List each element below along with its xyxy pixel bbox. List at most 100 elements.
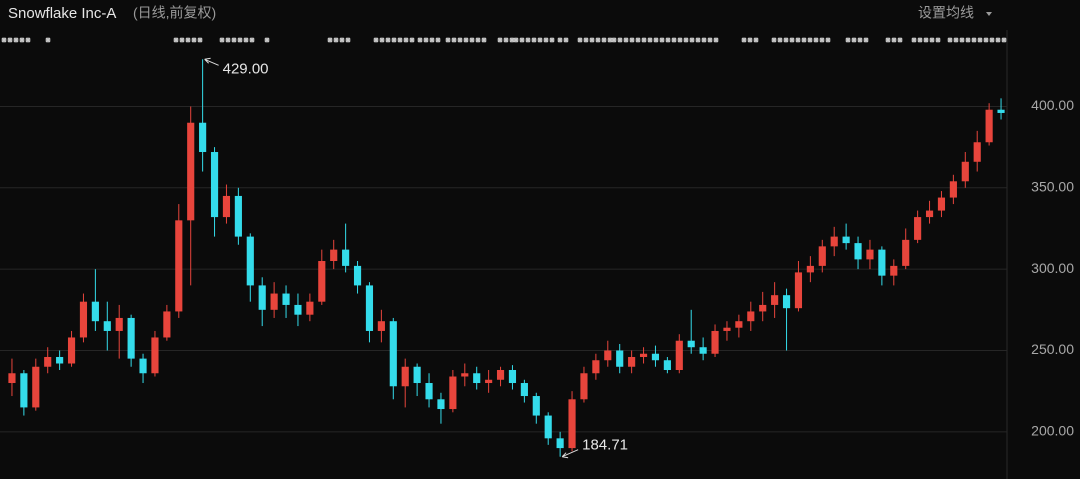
event-markers bbox=[1, 37, 1007, 43]
candle-body bbox=[735, 321, 743, 328]
candle-body bbox=[8, 373, 16, 384]
candle-body bbox=[44, 356, 52, 367]
event-marker bbox=[231, 37, 237, 43]
event-marker bbox=[423, 37, 429, 43]
event-marker bbox=[469, 37, 475, 43]
event-marker bbox=[851, 37, 857, 43]
event-marker bbox=[519, 37, 525, 43]
candle-body bbox=[639, 353, 648, 357]
event-marker bbox=[935, 37, 941, 43]
event-marker bbox=[747, 37, 753, 43]
event-marker bbox=[237, 37, 243, 43]
candle-body bbox=[854, 243, 862, 260]
candle-body bbox=[282, 293, 290, 305]
candle-body bbox=[234, 195, 242, 237]
y-tick-label: 400.00 bbox=[1031, 97, 1074, 113]
event-marker bbox=[525, 37, 531, 43]
candle-body bbox=[199, 122, 207, 153]
event-marker bbox=[339, 37, 345, 43]
event-marker bbox=[819, 37, 825, 43]
event-marker bbox=[713, 37, 719, 43]
candle-body bbox=[830, 236, 838, 247]
candle-body bbox=[353, 265, 362, 286]
event-marker bbox=[771, 37, 777, 43]
event-marker bbox=[857, 37, 863, 43]
event-marker bbox=[929, 37, 935, 43]
candle-body bbox=[401, 366, 409, 387]
candle-body bbox=[210, 152, 219, 218]
dropdown-arrow[interactable] bbox=[986, 12, 992, 16]
candle-body bbox=[914, 217, 922, 240]
candle-body bbox=[925, 210, 934, 218]
event-marker bbox=[617, 37, 623, 43]
candle-body bbox=[151, 337, 159, 374]
candle-body bbox=[699, 347, 707, 354]
event-marker bbox=[801, 37, 807, 43]
event-marker bbox=[475, 37, 481, 43]
candle-body bbox=[663, 360, 671, 371]
event-marker bbox=[885, 37, 891, 43]
event-marker bbox=[264, 37, 270, 43]
candle-body bbox=[389, 321, 397, 387]
event-marker bbox=[595, 37, 601, 43]
high-label: 429.00 bbox=[223, 60, 269, 77]
candle-body bbox=[973, 142, 981, 162]
event-marker bbox=[13, 37, 19, 43]
event-marker bbox=[19, 37, 25, 43]
ma-settings[interactable]: 设置均线 bbox=[918, 5, 974, 21]
candle-body bbox=[246, 236, 254, 286]
candle-body bbox=[759, 304, 767, 312]
candle-body bbox=[544, 415, 552, 439]
event-marker bbox=[503, 37, 509, 43]
event-marker bbox=[481, 37, 487, 43]
event-marker bbox=[543, 37, 549, 43]
candle-body bbox=[675, 340, 683, 371]
event-marker bbox=[707, 37, 713, 43]
candle-body bbox=[270, 293, 278, 310]
event-marker bbox=[959, 37, 965, 43]
event-marker bbox=[1, 37, 7, 43]
candle-body bbox=[508, 370, 517, 384]
candle-body bbox=[747, 311, 755, 322]
candle-body bbox=[91, 301, 99, 322]
event-marker bbox=[179, 37, 185, 43]
event-marker bbox=[795, 37, 801, 43]
candle-body bbox=[878, 249, 886, 276]
candle-body bbox=[437, 399, 445, 410]
candle-body bbox=[902, 239, 910, 266]
event-marker bbox=[537, 37, 543, 43]
candle-body bbox=[628, 356, 636, 367]
event-marker bbox=[435, 37, 441, 43]
event-marker bbox=[783, 37, 789, 43]
candle-body bbox=[330, 249, 338, 262]
event-marker bbox=[813, 37, 819, 43]
event-marker bbox=[629, 37, 635, 43]
candle-body bbox=[604, 350, 612, 361]
candle-body bbox=[485, 379, 493, 384]
candle-body bbox=[222, 195, 231, 218]
event-marker bbox=[741, 37, 747, 43]
event-marker bbox=[457, 37, 463, 43]
event-marker bbox=[845, 37, 851, 43]
chart-title: Snowflake Inc-A bbox=[8, 5, 116, 22]
y-tick-label: 200.00 bbox=[1031, 423, 1074, 439]
chart-subtitle: (日线,前复权) bbox=[133, 5, 216, 21]
candle-body bbox=[163, 311, 171, 338]
event-marker bbox=[577, 37, 583, 43]
event-marker bbox=[185, 37, 191, 43]
event-marker bbox=[971, 37, 977, 43]
low-label: 184.71 bbox=[582, 437, 628, 454]
y-tick-label: 250.00 bbox=[1031, 341, 1074, 357]
candle-body bbox=[580, 373, 588, 400]
candle-body bbox=[425, 383, 433, 400]
candle-body bbox=[449, 376, 457, 410]
candle-body bbox=[818, 246, 826, 266]
event-marker bbox=[463, 37, 469, 43]
candle-body bbox=[175, 220, 183, 312]
event-marker bbox=[611, 37, 617, 43]
event-marker bbox=[45, 37, 51, 43]
event-marker bbox=[965, 37, 971, 43]
event-marker bbox=[701, 37, 707, 43]
event-marker bbox=[549, 37, 555, 43]
event-marker bbox=[7, 37, 13, 43]
